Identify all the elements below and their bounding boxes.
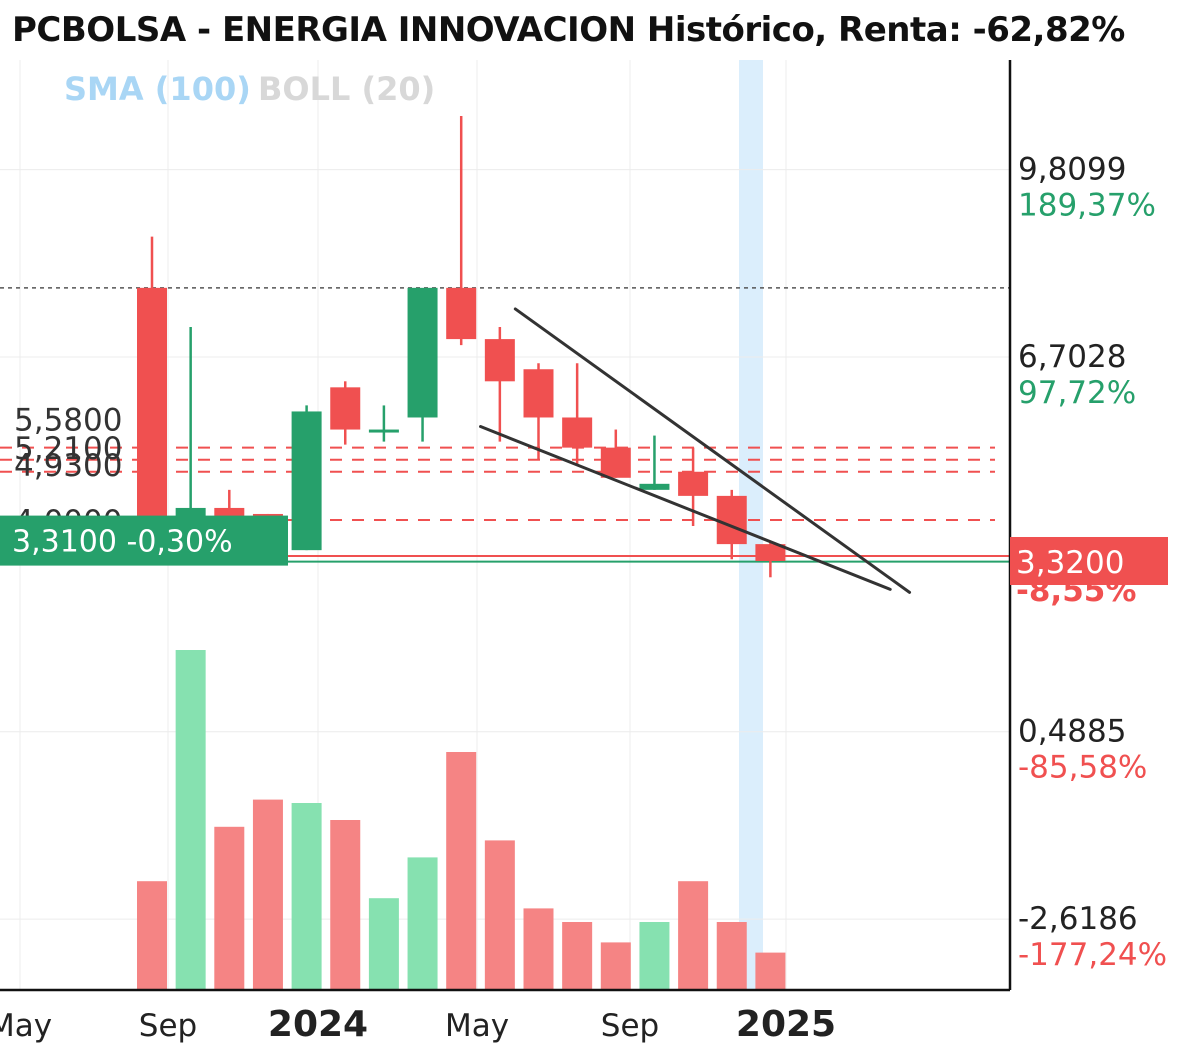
candle[interactable] [716,489,747,560]
right-axis-pct: -177,24% [1018,937,1167,973]
candle-body [716,495,747,545]
volume-bar [484,840,515,990]
candle-body [330,387,361,430]
right-axis-pct: 97,72% [1018,375,1136,411]
candle[interactable] [368,405,399,442]
candle[interactable] [484,327,515,442]
x-axis-label: 2025 [736,1004,836,1045]
volume-bar [252,799,283,990]
volume-bar [368,898,399,990]
candles[interactable] [137,115,786,578]
candle-body [484,339,515,382]
left-price-label: 4,9300 [14,448,122,484]
candle-body [678,471,709,496]
candle[interactable] [446,115,477,346]
left-price-label: 5,5800 [14,403,122,439]
candle-body [368,429,399,433]
candle-body [446,287,477,340]
volume-bar [716,922,747,990]
right-axis-pct: 189,37% [1018,188,1156,224]
x-axis-label: Sep [139,1008,197,1044]
x-axis-label: May [445,1008,509,1044]
volume-bar [214,826,245,990]
left-price-label: 5,2100 [14,431,122,467]
candle[interactable] [639,435,670,490]
chart-title: PCBOLSA - ENERGIA INNOVACION Histórico, … [12,10,1125,50]
candle[interactable] [407,287,438,442]
right-axis-price: 0,4885 [1018,714,1126,750]
candle-body [755,544,786,561]
candle-body [600,447,631,478]
volume-bar [446,752,477,990]
candle-body [291,411,322,551]
candle[interactable] [678,447,709,527]
trendline [479,425,892,591]
volume-bar [562,922,593,990]
candle-body [562,417,593,448]
candle[interactable] [755,541,786,578]
left-tag-box [0,515,288,566]
volume-bar [755,952,786,990]
current-price-label: 3,3200 [1016,545,1124,581]
x-axis-label: May [0,1008,52,1044]
right-axis-price: 6,7028 [1018,339,1126,375]
candle-body [639,483,670,490]
candle-body [137,287,167,551]
right-axis-price: -2,6186 [1018,901,1138,937]
candle[interactable] [562,363,593,466]
volume-bar [137,881,167,990]
volume-bar [639,922,670,990]
trendlines [479,307,912,594]
sma-indicator-label[interactable]: SMA (100) [64,70,251,108]
x-axis-label: 2024 [268,1004,368,1045]
candle[interactable] [175,327,206,533]
candle[interactable] [291,405,322,551]
volume-bar [291,803,322,990]
right-axis-price: 9,8099 [1018,152,1126,188]
volume-bar [407,857,438,990]
x-axis-label: Sep [601,1008,659,1044]
candle-body [523,369,554,418]
candle[interactable] [330,381,361,445]
volume-bar [678,881,709,990]
volume-bars [137,650,786,990]
trendline [513,307,912,594]
right-axis-pct: -85,58% [1018,750,1147,786]
boll-indicator-label[interactable]: BOLL (20) [258,70,436,108]
candle[interactable] [137,236,167,566]
volume-bar [600,942,631,990]
candle[interactable] [600,429,631,478]
candle[interactable] [523,363,554,460]
volume-bar [523,908,554,990]
candle-body [407,287,438,418]
current-price-tag [1010,537,1168,585]
volume-bar [330,820,361,990]
volume-bar [175,650,206,990]
left-tag-text: 3,3100 -0,30% [12,525,233,560]
